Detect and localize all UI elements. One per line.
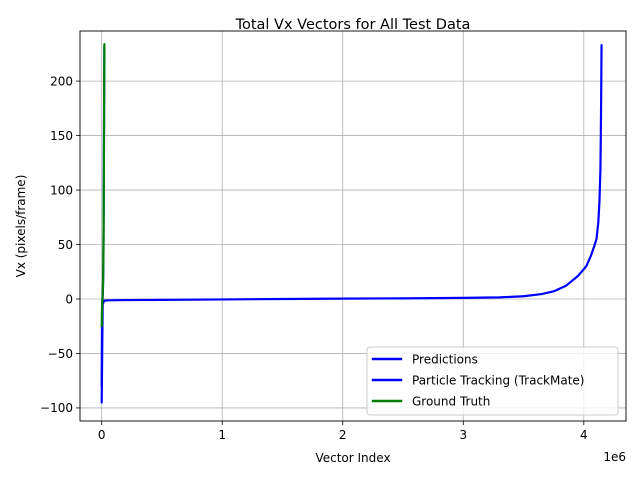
legend: Predictions Particle Tracking (TrackMate…	[366, 346, 619, 416]
x-axis-offset-label: 1e6	[603, 450, 626, 464]
y-tick-label: 150	[50, 129, 73, 143]
legend-frame	[366, 346, 619, 416]
series-line-predictions	[100, 44, 603, 404]
legend-label-predictions: Predictions	[412, 353, 478, 367]
x-tick-label: 4	[580, 428, 588, 442]
y-axis-label: Vx (pixels/frame)	[14, 175, 28, 278]
x-tick-label: 3	[459, 428, 467, 442]
y-tick-label: −50	[48, 347, 73, 361]
y-tick-label: 200	[50, 74, 73, 88]
legend-label-particle-tracking: Particle Tracking (TrackMate)	[412, 374, 584, 388]
axis-ticks: 0 1 2 3 4 −100 −50 0 50 100 150 200	[40, 74, 588, 442]
legend-label-ground-truth: Ground Truth	[412, 395, 490, 409]
series-lines	[100, 42, 603, 404]
series-line-ground-truth	[100, 42, 106, 328]
y-tick-label: 50	[58, 238, 73, 252]
y-tick-label: 100	[50, 183, 73, 197]
x-axis-label: Vector Index	[315, 451, 390, 465]
x-tick-label: 2	[339, 428, 347, 442]
chart-title: Total Vx Vectors for All Test Data	[235, 17, 471, 33]
x-tick-label: 0	[98, 428, 106, 442]
x-tick-label: 1	[218, 428, 226, 442]
plot-area-frame	[79, 30, 627, 422]
y-tick-label: 0	[65, 292, 73, 306]
y-tick-label: −100	[40, 401, 73, 415]
